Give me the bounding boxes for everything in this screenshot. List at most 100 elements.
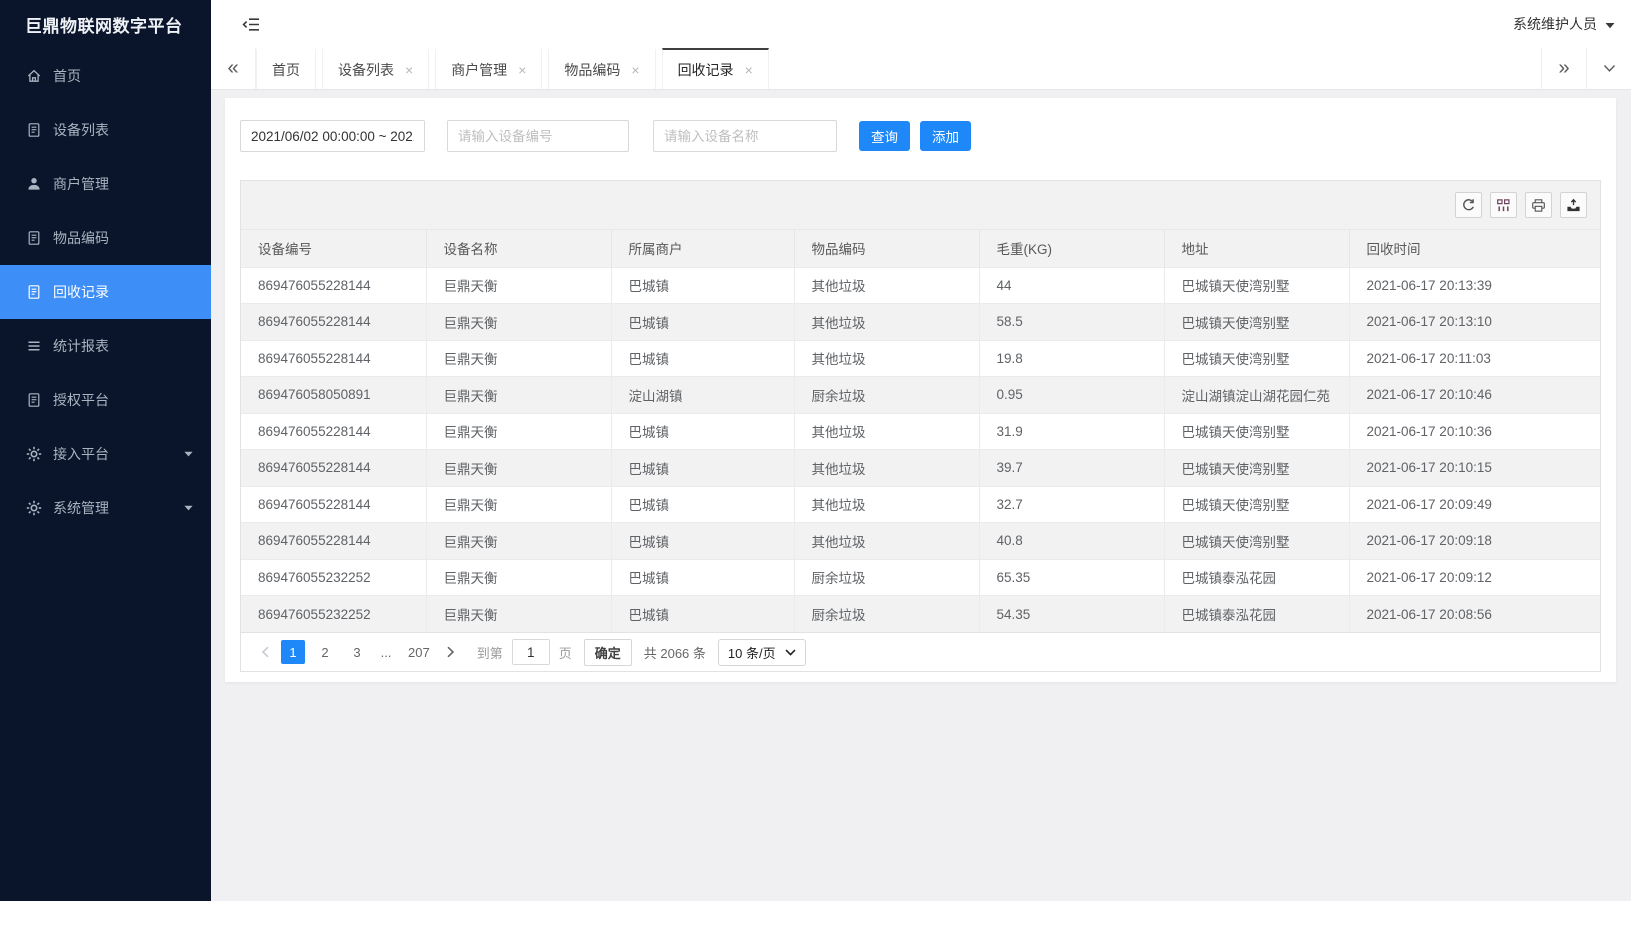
sidebar-item-label: 设备列表 [53, 122, 109, 138]
table-cell: 869476055232252 [241, 595, 427, 632]
page-number-2[interactable]: 2 [321, 644, 329, 660]
table-cell: 巨鼎天衡 [426, 558, 612, 596]
sidebar-item-recycle-records[interactable]: 回收记录 [0, 265, 211, 319]
sidebar-item-label: 统计报表 [53, 338, 109, 354]
table-cell: 其他垃圾 [794, 485, 980, 523]
gear-icon [25, 446, 42, 463]
pagination-bar: 12 3... 207 到第 页 确定 共 2066 条 10 条/页 [241, 632, 1600, 671]
tab-home[interactable]: 首页 [256, 48, 316, 89]
page-number-1[interactable]: 1 [281, 640, 305, 664]
merchant-icon [25, 176, 42, 193]
table-cell: 869476055228144 [241, 412, 427, 450]
table-cell: 巴城镇泰泓花园 [1164, 595, 1350, 632]
date-range-input[interactable] [240, 120, 425, 152]
device-number-input[interactable] [447, 120, 629, 152]
table-cell: 巴城镇 [611, 412, 795, 450]
tabbar-spacer [775, 48, 1541, 89]
goto-page-input[interactable] [511, 639, 550, 665]
table-cell: 巴城镇天使湾别墅 [1164, 449, 1350, 486]
page-number-3[interactable]: 3 [353, 644, 361, 660]
page-ellipsis: ... [380, 644, 392, 660]
table-cell: 巨鼎天衡 [426, 266, 612, 304]
sidebar-item-stats-report[interactable]: 统计报表 [0, 319, 211, 373]
column-header: 物品编码 [794, 230, 980, 267]
chevron-down-icon [785, 648, 796, 656]
table-cell: 2021-06-17 20:09:18 [1349, 522, 1600, 559]
close-tab-icon[interactable]: × [518, 61, 527, 78]
sidebar: 巨鼎物联网数字平台 首页 设备列表 商户管理 物品编码 回收记录 统计报表 授权平台 接入平台… [0, 0, 211, 901]
user-menu[interactable]: 系统维护人员 [1513, 14, 1615, 34]
sidebar-menu: 首页设备列表商户管理物品编码回收记录统计报表授权平台 接入平台 系统管理 [0, 49, 211, 535]
sidebar-item-auth-platform[interactable]: 授权平台 [0, 373, 211, 427]
table-cell: 淀山湖镇淀山湖花园仁苑 [1164, 376, 1350, 413]
table-cell: 869476055228144 [241, 339, 427, 377]
sidebar-item-home[interactable]: 首页 [0, 49, 211, 103]
table-toolbar [241, 181, 1600, 230]
table-body: 869476055228144 巨鼎天衡 巴城镇 其他垃圾 44 巴城镇天使湾别墅 2021… [241, 266, 1600, 632]
table-cell: 巴城镇天使湾别墅 [1164, 485, 1350, 523]
auth-platform-icon [25, 392, 42, 409]
sidebar-item-device-list[interactable]: 设备列表 [0, 103, 211, 157]
next-page-icon[interactable] [439, 640, 463, 664]
sidebar-item-access-platform[interactable]: 接入平台 [0, 427, 211, 481]
table-cell: 巴城镇 [611, 339, 795, 377]
tab-device-list[interactable]: 设备列表 × [322, 48, 430, 89]
table-row: 869476055228144 巨鼎天衡 巴城镇 其他垃圾 31.9 巴城镇天使湾别墅 20… [241, 412, 1600, 450]
close-tab-icon[interactable]: × [631, 61, 640, 78]
query-button[interactable]: 查询 [859, 121, 910, 151]
sidebar-item-item-code[interactable]: 物品编码 [0, 211, 211, 265]
prev-page-icon[interactable] [253, 640, 277, 664]
page-number-207[interactable]: 207 [408, 644, 430, 660]
table-cell: 其他垃圾 [794, 412, 980, 450]
table-row: 869476055228144 巨鼎天衡 巴城镇 其他垃圾 32.7 巴城镇天使湾别墅 20… [241, 485, 1600, 523]
table-cell: 厨余垃圾 [794, 558, 980, 596]
tabs-menu-icon[interactable] [1586, 48, 1631, 89]
confirm-goto-button[interactable]: 确定 [583, 638, 632, 666]
table-cell: 869476055228144 [241, 522, 427, 559]
tab-recycle-records[interactable]: 回收记录 × [661, 48, 769, 89]
table-row: 869476055232252 巨鼎天衡 巴城镇 厨余垃圾 54.35 巴城镇泰泓花园 20… [241, 595, 1600, 632]
table-cell: 巴城镇 [611, 558, 795, 596]
table-cell: 54.35 [979, 595, 1165, 632]
column-header: 所属商户 [611, 230, 795, 267]
table-cell: 869476058050891 [241, 376, 427, 413]
close-tab-icon[interactable]: × [744, 61, 753, 78]
table-cell: 巨鼎天衡 [426, 376, 612, 413]
refresh-button[interactable] [1455, 192, 1482, 218]
print-button[interactable] [1525, 192, 1552, 218]
column-header: 设备编号 [241, 230, 427, 267]
table-cell: 39.7 [979, 449, 1165, 486]
table-cell: 厨余垃圾 [794, 376, 980, 413]
add-button[interactable]: 添加 [920, 121, 971, 151]
refresh-icon [1461, 198, 1476, 213]
sidebar-item-merchant-mgmt[interactable]: 商户管理 [0, 157, 211, 211]
table-cell: 巴城镇 [611, 485, 795, 523]
sidebar-item-label: 商户管理 [53, 176, 109, 192]
sidebar-item-system-mgmt[interactable]: 系统管理 [0, 481, 211, 535]
total-count-label: 共 2066 条 [643, 645, 706, 661]
page-size-select[interactable]: 10 条/页 [717, 638, 806, 666]
print-icon [1531, 198, 1546, 213]
chevron-down-icon [184, 451, 193, 457]
table-cell: 2021-06-17 20:10:36 [1349, 412, 1600, 450]
device-name-input[interactable] [653, 120, 837, 152]
columns-button[interactable] [1490, 192, 1517, 218]
table-cell: 巨鼎天衡 [426, 595, 612, 632]
tabs-scroll-left-icon[interactable]: « [211, 48, 256, 89]
recycle-record-icon [25, 284, 42, 301]
tab-item-code[interactable]: 物品编码 × [548, 48, 656, 89]
export-button[interactable] [1560, 192, 1587, 218]
collapse-sidebar-icon[interactable] [242, 17, 260, 32]
close-tab-icon[interactable]: × [405, 61, 414, 78]
column-header: 地址 [1164, 230, 1350, 267]
tab-label: 回收记录 [677, 61, 734, 78]
table-cell: 其他垃圾 [794, 449, 980, 486]
sidebar-item-label: 回收记录 [53, 284, 109, 300]
home-icon [25, 68, 42, 85]
table-cell: 巴城镇天使湾别墅 [1164, 522, 1350, 559]
tab-merchant-mgmt[interactable]: 商户管理 × [435, 48, 543, 89]
item-code-icon [25, 230, 42, 247]
tabs-scroll-right-icon[interactable]: » [1541, 48, 1586, 89]
table-row: 869476055228144 巨鼎天衡 巴城镇 其他垃圾 58.5 巴城镇天使湾别墅 20… [241, 303, 1600, 340]
